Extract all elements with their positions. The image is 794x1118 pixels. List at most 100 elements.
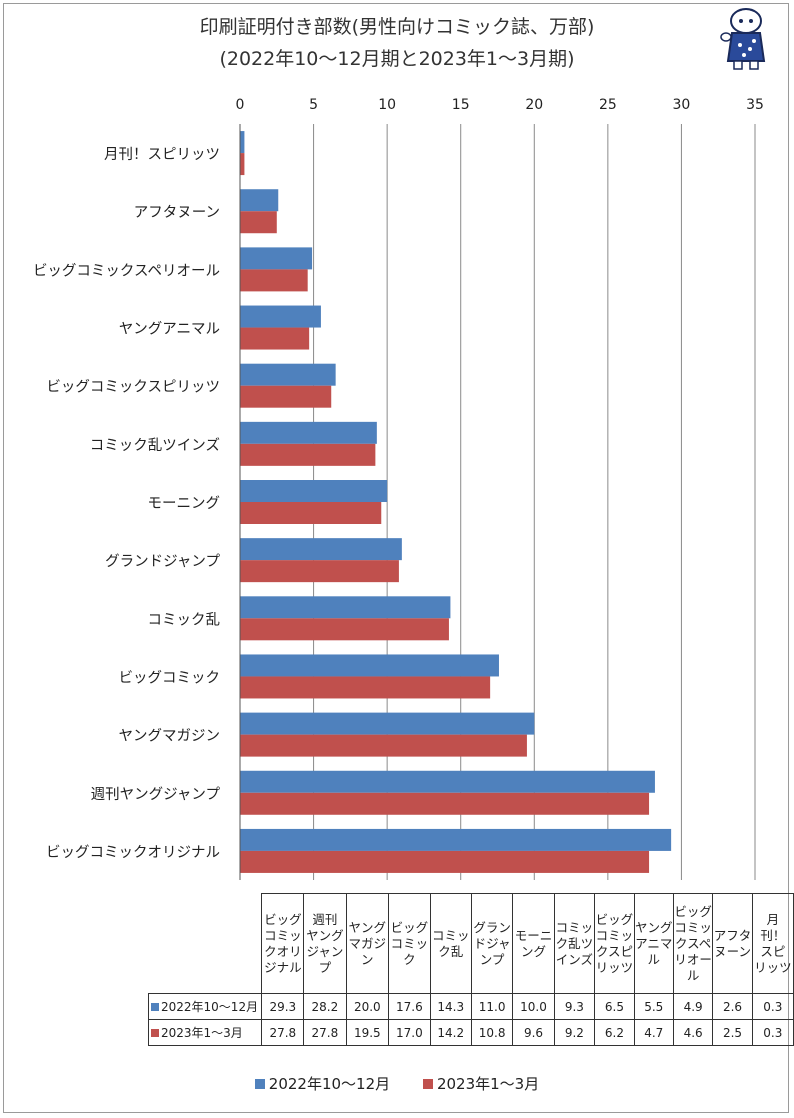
legend-swatch-series2	[422, 1079, 433, 1089]
table-cell: 0.3	[751, 993, 794, 1020]
table-cell: 27.8	[303, 1019, 347, 1046]
table-corner	[148, 893, 263, 994]
bar-series1	[240, 712, 535, 735]
bar-series1	[240, 421, 377, 444]
table-header-cell: ヤング アニマル	[633, 893, 674, 994]
category-label: コミック乱	[148, 611, 221, 628]
bar-series1	[240, 305, 321, 328]
x-tick-label: 25	[599, 97, 617, 113]
category-label: モーニング	[148, 495, 221, 512]
table-cell: 19.5	[345, 1019, 390, 1046]
table-cell: 10.0	[512, 993, 555, 1020]
bar-chart: 0 5 10 15 20 25 30 35 月刊！スピリッツアフタヌーンビッグコミックスペリオ…	[33, 97, 764, 880]
bar-series2	[240, 560, 399, 583]
x-tick-label: 15	[452, 97, 470, 113]
bar-series1	[240, 363, 336, 386]
bar-series2	[240, 327, 310, 350]
table-cell: 9.2	[553, 1019, 596, 1046]
chart-title-line2: (2022年10～12月期と2023年1～3月期)	[219, 48, 575, 70]
legend: 2022年10～12月 2023年1～3月	[0, 1073, 794, 1094]
bar-series2	[240, 850, 650, 873]
category-label: 週刊ヤングジャンプ	[91, 786, 221, 803]
category-label: ビッグコミック	[119, 669, 221, 686]
series2-swatch	[151, 1028, 159, 1037]
bar-series2	[240, 792, 650, 815]
table-row: 2022年10～12月 29.3 28.2 20.0 17.6 14.3 11.0 10.0…	[147, 993, 794, 1020]
x-tick-label: 5	[309, 97, 318, 113]
chart-frame	[3, 3, 789, 1113]
bar-series2	[240, 269, 308, 292]
table-cell: 14.2	[429, 1019, 472, 1046]
x-tick-label: 20	[525, 97, 543, 113]
table-cell: 9.3	[553, 993, 596, 1020]
table-header-cell: モーニ ング	[512, 893, 555, 994]
category-label: ヤングマガジン	[119, 728, 221, 745]
series1-swatch	[151, 1002, 159, 1011]
table-cell: 29.3	[261, 993, 305, 1020]
table-cell: 20.0	[345, 993, 390, 1020]
x-tick-label: 30	[673, 97, 691, 113]
bar-series2	[240, 502, 382, 524]
legend-item-series2: 2023年1～3月	[422, 1073, 539, 1094]
table-header-cell: ビッグ コミッ クスペ リオール	[672, 893, 714, 994]
x-tick-label: 35	[746, 97, 764, 113]
table-cell: 4.7	[633, 1019, 674, 1046]
table-cell: 28.2	[303, 993, 347, 1020]
row-label: 2022年10～12月	[147, 993, 263, 1020]
category-labels: 月刊！スピリッツアフタヌーンビッグコミックスペリオールヤングアニマルビッグコミッ…	[33, 146, 221, 861]
table-cell: 5.5	[633, 993, 674, 1020]
legend-swatch-series1	[254, 1079, 265, 1089]
table-cell: 6.5	[594, 993, 635, 1020]
table-header-cell: ビッグ コミック	[388, 893, 431, 994]
table-cell: 4.6	[672, 1019, 714, 1046]
bar-series1	[240, 480, 388, 502]
category-label: ヤングアニマル	[119, 321, 220, 338]
bar-series1	[240, 654, 499, 677]
table-cell: 11.0	[470, 993, 514, 1020]
category-label: グランドジャンプ	[105, 553, 220, 570]
table-header-cell: ビッグ コミッ クスピ リッツ	[594, 893, 635, 994]
x-tick-label: 10	[378, 97, 396, 113]
table-cell: 17.0	[388, 1019, 431, 1046]
bar-series2	[240, 153, 245, 176]
bar-series1	[240, 538, 402, 561]
table-header-cell: グラン ドジャ ンプ	[470, 893, 514, 994]
bar-series1	[240, 189, 279, 212]
category-label: 月刊！スピリッツ	[104, 146, 220, 163]
data-table: ビッグ コミッ クオリ ジナル 週刊 ヤング ジャンプヤング マガジンビッグ コミックコミッ ク乱…	[147, 893, 794, 1046]
category-label: アフタヌーン	[134, 204, 220, 221]
table-cell: 2.6	[712, 993, 753, 1020]
table-header-cell: コミッ ク乱ツ インズ	[553, 893, 596, 994]
table-header-cell: 月刊！ スピ リッツ	[751, 893, 794, 994]
bar-series1	[240, 596, 451, 619]
category-label: ビッグコミックオリジナル	[46, 844, 220, 861]
table-cell: 14.3	[429, 993, 472, 1020]
category-label: ビッグコミックスピリッツ	[46, 379, 220, 396]
table-header-cell: コミッ ク乱	[429, 893, 472, 994]
table-cell: 0.3	[751, 1019, 794, 1046]
row-label: 2023年1～3月	[147, 1019, 263, 1046]
legend-item-series1: 2022年10～12月	[254, 1073, 390, 1094]
bar-series2	[240, 734, 527, 757]
table-cell: 9.6	[512, 1019, 555, 1046]
table-cell: 4.9	[672, 993, 714, 1020]
bar-series2	[240, 385, 332, 408]
bar-series2	[240, 676, 491, 699]
table-cell: 6.2	[594, 1019, 635, 1046]
x-tick-labels: 0 5 10 15 20 25 30 35	[236, 97, 764, 113]
category-label: ビッグコミックスペリオール	[33, 262, 220, 279]
category-label: コミック乱ツインズ	[90, 437, 220, 454]
bar-series1	[240, 131, 245, 154]
mascot-icon	[720, 8, 766, 70]
table-header-cell: 週刊 ヤング ジャンプ	[303, 893, 347, 994]
bar-series1	[240, 828, 672, 851]
table-header-cell: アフタ ヌーン	[712, 893, 753, 994]
table-row: 2023年1～3月 27.8 27.8 19.5 17.0 14.2 10.8 9.6 9.2…	[147, 1019, 794, 1046]
table-cell: 17.6	[388, 993, 431, 1020]
chart-title-line1: 印刷証明付き部数(男性向けコミック誌、万部)	[199, 16, 595, 38]
bar-series2	[240, 618, 449, 641]
bar-series2	[240, 211, 277, 234]
table-header-cell: ヤング マガジン	[345, 893, 390, 994]
table-cell: 2.5	[712, 1019, 753, 1046]
bar-series1	[240, 247, 313, 270]
